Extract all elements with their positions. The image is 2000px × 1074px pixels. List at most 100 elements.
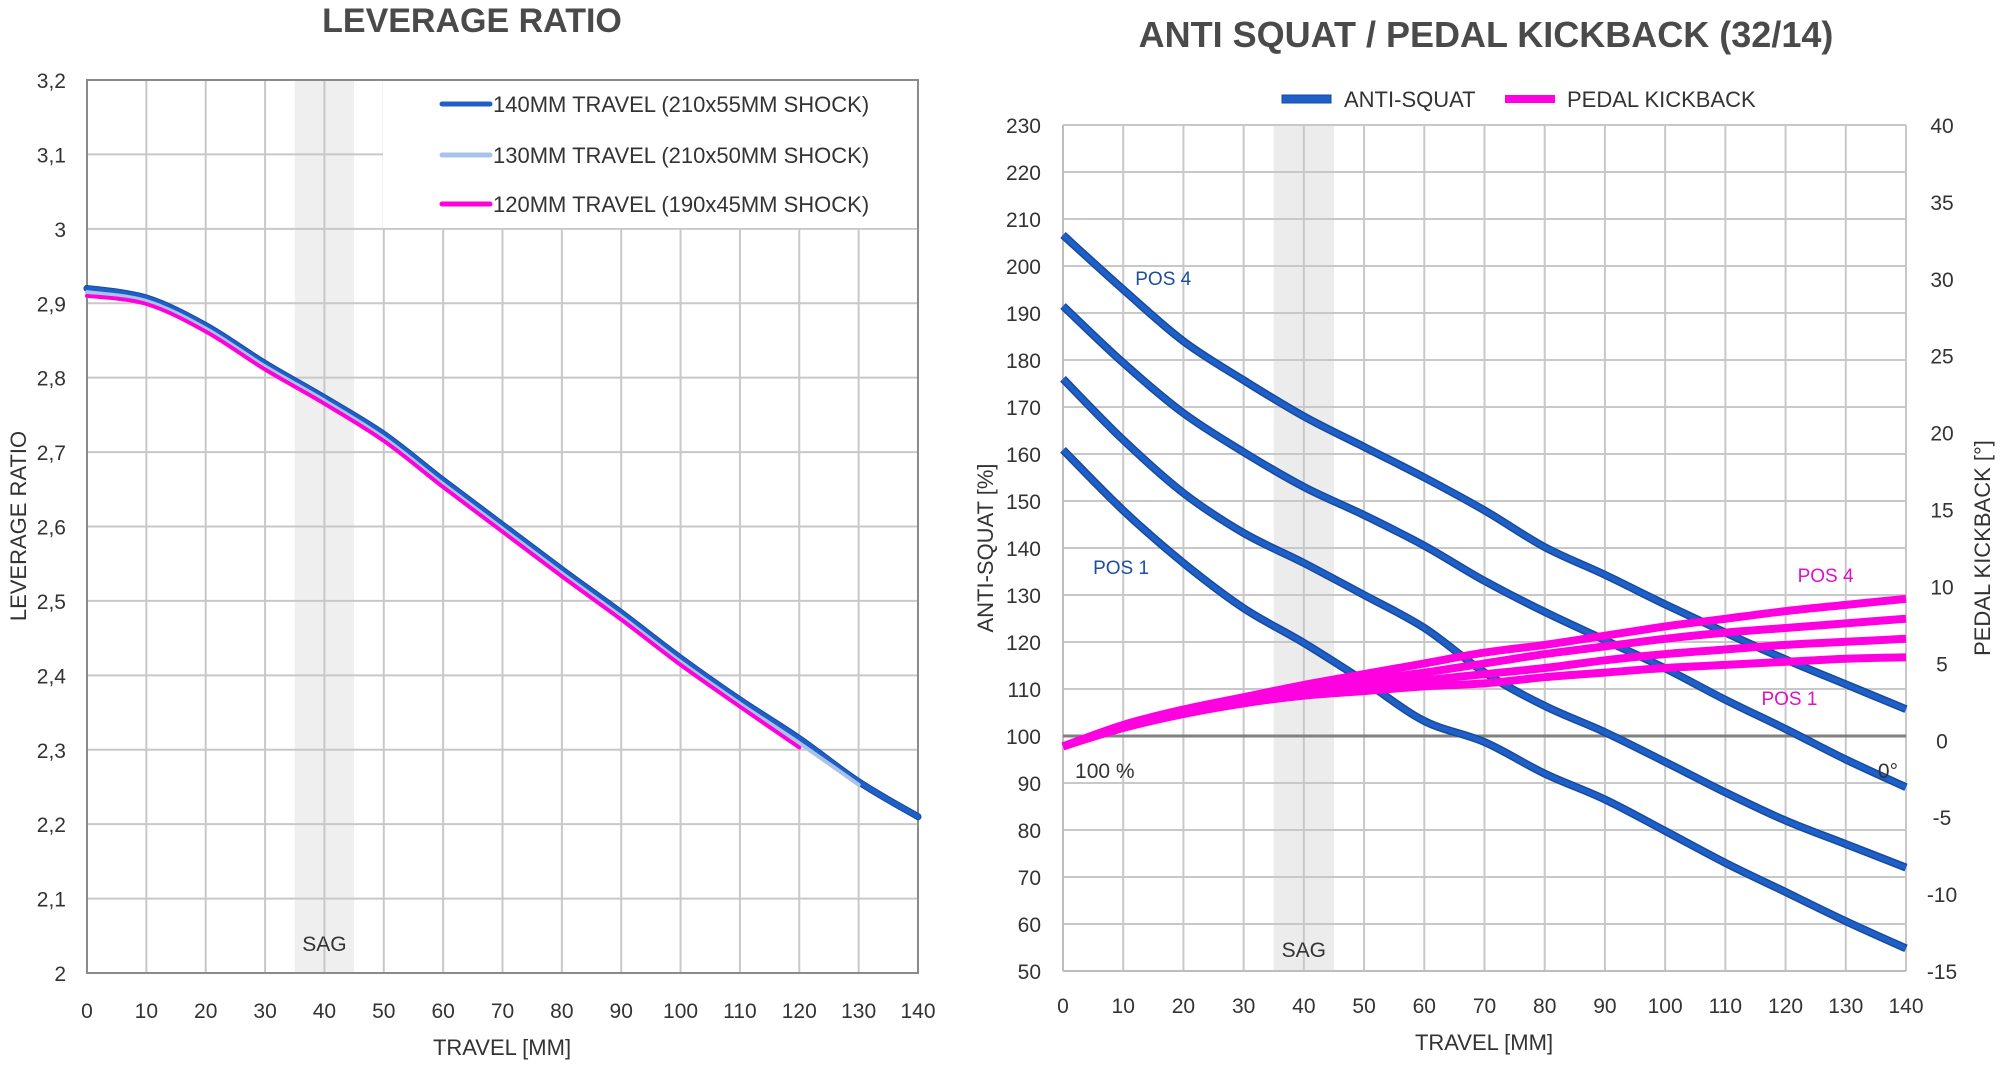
y-tick-label: 150: [1006, 491, 1041, 514]
right-chart-title: ANTI SQUAT / PEDAL KICKBACK (32/14): [1139, 14, 1834, 55]
y-tick-label: 100: [1006, 726, 1041, 749]
series-line-140mm: [84, 285, 921, 820]
series-line-130mm: [85, 290, 861, 787]
left-x-ticks: 0 10 20 30 40 50 60 70 80 90 100 110 120 130 140: [81, 1000, 935, 1023]
x-tick-label: 40: [313, 1000, 336, 1023]
y2-tick-label: -5: [1933, 807, 1952, 830]
x-tick-label: 50: [372, 1000, 395, 1023]
y-tick-label: 3: [54, 219, 66, 242]
x-tick-label: 10: [135, 1000, 158, 1023]
y-tick-label: 90: [1018, 773, 1041, 796]
y-tick-label: 130: [1006, 585, 1041, 608]
y-tick-label: 160: [1006, 444, 1041, 467]
x-tick-label: 70: [1473, 995, 1496, 1018]
reference-label-100-percent: 100 %: [1075, 760, 1135, 783]
y-tick-label: 210: [1006, 209, 1041, 232]
y2-tick-label: 10: [1930, 576, 1953, 599]
y-tick-label: 80: [1018, 820, 1041, 843]
x-tick-label: 140: [900, 1000, 935, 1023]
x-tick-label: 60: [431, 1000, 454, 1023]
right-x-axis-label: TRAVEL [MM]: [1415, 1030, 1553, 1055]
anti-squat-chart: ANTI SQUAT / PEDAL KICKBACK (32/14) SAG …: [973, 14, 1995, 1055]
x-tick-label: 10: [1112, 995, 1135, 1018]
sag-label: SAG: [302, 933, 346, 956]
x-tick-label: 70: [491, 1000, 514, 1023]
y2-tick-label: 30: [1930, 269, 1953, 292]
x-tick-label: 110: [723, 1000, 756, 1023]
y-tick-label: 3,1: [37, 144, 66, 167]
legend-swatch-pedal-kickback: [1505, 95, 1555, 103]
y-tick-label: 3,2: [37, 70, 66, 93]
right-x-ticks: 0 10 20 30 40 50 60 70 80 90 100 110 120 130 140: [1057, 995, 1923, 1018]
y2-tick-label: -15: [1927, 961, 1957, 984]
right-y-axis-label: ANTI-SQUAT [%]: [973, 463, 998, 632]
y2-tick-label: 0: [1936, 730, 1948, 753]
x-tick-label: 120: [1768, 995, 1803, 1018]
pedal-kickback-pos4-annotation: POS 4: [1798, 566, 1854, 587]
right-y2-ticks: -15 -10 -5 0 5 10 15 20 25 30 35 40: [1927, 115, 1957, 984]
y-tick-label: 200: [1006, 256, 1041, 279]
y-tick-label: 190: [1006, 303, 1041, 326]
x-tick-label: 90: [1593, 995, 1616, 1018]
y-tick-label: 70: [1018, 867, 1041, 890]
right-grid: [1062, 124, 1907, 972]
legend-label: 120MM TRAVEL (190x45MM SHOCK): [493, 192, 869, 217]
right-y2-axis-label: PEDAL KICKBACK [°]: [1970, 440, 1995, 656]
anti-squat-pos-1-line: [1061, 448, 1908, 951]
y2-tick-label: 5: [1936, 653, 1948, 676]
y-tick-label: 2,3: [37, 740, 66, 763]
left-y-axis-label: LEVERAGE RATIO: [6, 431, 31, 621]
y2-tick-label: 20: [1930, 423, 1953, 446]
left-y-ticks: 2 2,1 2,2 2,3 2,4 2,5 2,6 2,7 2,8 2,9 3 3,1 3,2: [37, 70, 67, 986]
x-tick-label: 80: [1533, 995, 1556, 1018]
series-line-120mm: [85, 293, 802, 750]
y-tick-label: 2,2: [37, 814, 66, 837]
left-x-axis-label: TRAVEL [MM]: [433, 1035, 571, 1060]
legend-label-pedal-kickback: PEDAL KICKBACK: [1567, 87, 1756, 112]
right-series-group: [1060, 232, 1908, 953]
x-tick-label: 130: [841, 1000, 876, 1023]
y2-tick-label: 25: [1930, 346, 1953, 369]
x-tick-label: 80: [550, 1000, 573, 1023]
left-series-group: [83, 284, 922, 821]
y-tick-label: 140: [1006, 538, 1041, 561]
x-tick-label: 50: [1352, 995, 1375, 1018]
pedal-kickback-pos-1-line: [1061, 653, 1907, 751]
y-tick-label: 170: [1006, 397, 1041, 420]
x-tick-label: 40: [1292, 995, 1315, 1018]
y-tick-label: 2,7: [37, 442, 66, 465]
x-tick-label: 120: [782, 1000, 817, 1023]
y2-tick-label: 40: [1930, 115, 1953, 138]
legend-swatch-anti-squat: [1281, 94, 1332, 104]
x-tick-label: 20: [194, 1000, 217, 1023]
y-tick-label: 220: [1006, 162, 1041, 185]
x-tick-label: 20: [1172, 995, 1195, 1018]
y-tick-label: 50: [1018, 961, 1041, 984]
y2-tick-label: 15: [1930, 500, 1953, 523]
x-tick-label: 140: [1888, 995, 1923, 1018]
y-tick-label: 180: [1006, 350, 1041, 373]
x-tick-label: 130: [1828, 995, 1863, 1018]
y-tick-label: 110: [1008, 679, 1041, 702]
y-tick-label: 60: [1018, 914, 1041, 937]
y-tick-label: 2,9: [37, 293, 66, 316]
left-legend: 140MM TRAVEL (210x55MM SHOCK) 130MM TRAVE…: [439, 92, 869, 217]
anti-squat-pos-3-line: [1061, 304, 1908, 790]
leverage-ratio-chart: LEVERAGE RATIO SAG 0 10 20 30 40 50 60 70 80 90 10…: [6, 2, 936, 1060]
x-tick-label: 0: [1057, 995, 1069, 1018]
y-tick-label: 2,8: [37, 368, 66, 391]
y-tick-label: 2,4: [37, 665, 67, 688]
reference-label-0-degree: 0°: [1878, 760, 1898, 783]
x-tick-label: 30: [253, 1000, 276, 1023]
y-tick-label: 2,6: [37, 517, 66, 540]
sag-label: SAG: [1282, 939, 1326, 962]
y-tick-label: 2,5: [37, 591, 66, 614]
y2-tick-label: 35: [1930, 192, 1953, 215]
pedal-kickback-pos1-annotation: POS 1: [1761, 689, 1817, 710]
legend-label: 130MM TRAVEL (210x50MM SHOCK): [493, 143, 869, 168]
x-tick-label: 0: [81, 1000, 93, 1023]
legend-label-anti-squat: ANTI-SQUAT: [1344, 87, 1476, 112]
left-chart-title: LEVERAGE RATIO: [322, 2, 622, 40]
right-y-ticks: 50 60 70 80 90 100 110 120 130 140 150 160 170 180 190…: [1006, 115, 1041, 984]
x-tick-label: 60: [1413, 995, 1436, 1018]
